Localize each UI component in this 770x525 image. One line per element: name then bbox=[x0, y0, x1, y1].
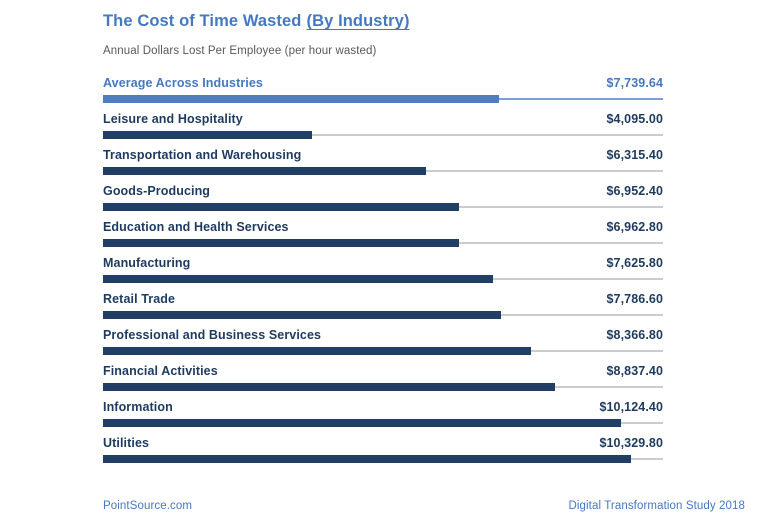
industry-row: Professional and Business Services $8,36… bbox=[103, 328, 663, 364]
industry-row: Utilities $10,329.80 bbox=[103, 436, 663, 472]
industry-row-header: Financial Activities $8,837.40 bbox=[103, 364, 663, 378]
chart-title-main: The Cost of Time Wasted bbox=[103, 12, 302, 30]
bar bbox=[103, 419, 621, 427]
footer-source-link[interactable]: PointSource.com bbox=[103, 500, 193, 512]
industry-label: Utilities bbox=[103, 436, 150, 450]
industry-row: Manufacturing $7,625.80 bbox=[103, 256, 663, 292]
industry-label: Financial Activities bbox=[103, 364, 218, 378]
industry-value: $7,739.64 bbox=[606, 76, 663, 90]
industry-row: Average Across Industries $7,739.64 bbox=[103, 76, 663, 112]
bar-area bbox=[103, 203, 663, 211]
bar-area bbox=[103, 455, 663, 463]
bar-area bbox=[103, 167, 663, 175]
bar bbox=[103, 383, 555, 391]
industry-label: Average Across Industries bbox=[103, 76, 263, 90]
industry-row-header: Utilities $10,329.80 bbox=[103, 436, 663, 450]
footer-study-label: Digital Transformation Study 2018 bbox=[568, 500, 745, 512]
industry-row-header: Goods-Producing $6,952.40 bbox=[103, 184, 663, 198]
bar-track bbox=[103, 134, 663, 136]
bar bbox=[103, 311, 502, 319]
bar-area bbox=[103, 131, 663, 139]
industry-value: $6,952.40 bbox=[606, 184, 663, 198]
industry-label: Education and Health Services bbox=[103, 220, 289, 234]
industry-label: Manufacturing bbox=[103, 256, 191, 270]
industry-row-header: Retail Trade $7,786.60 bbox=[103, 292, 663, 306]
chart-title-by-industry-link[interactable]: (By Industry) bbox=[306, 12, 410, 30]
bar bbox=[103, 167, 426, 175]
industry-value: $8,366.80 bbox=[606, 328, 663, 342]
industry-row: Goods-Producing $6,952.40 bbox=[103, 184, 663, 220]
industry-row: Education and Health Services $6,962.80 bbox=[103, 220, 663, 256]
bar-area bbox=[103, 311, 663, 319]
industry-value: $6,315.40 bbox=[606, 148, 663, 162]
industry-row-header: Information $10,124.40 bbox=[103, 400, 663, 414]
bar bbox=[103, 203, 459, 211]
industry-row-header: Professional and Business Services $8,36… bbox=[103, 328, 663, 342]
bar-area bbox=[103, 275, 663, 283]
bar-chart: Average Across Industries $7,739.64 Leis… bbox=[103, 76, 663, 472]
bar bbox=[103, 239, 460, 247]
industry-label: Information bbox=[103, 400, 173, 414]
industry-value: $10,124.40 bbox=[599, 400, 663, 414]
industry-row: Information $10,124.40 bbox=[103, 400, 663, 436]
bar bbox=[103, 275, 493, 283]
bar-area bbox=[103, 95, 663, 103]
bar-area bbox=[103, 383, 663, 391]
industry-value: $6,962.80 bbox=[606, 220, 663, 234]
industry-label: Leisure and Hospitality bbox=[103, 112, 243, 126]
industry-value: $4,095.00 bbox=[606, 112, 663, 126]
bar bbox=[103, 131, 313, 139]
chart-title: The Cost of Time Wasted (By Industry) bbox=[103, 12, 663, 31]
chart-content: The Cost of Time Wasted (By Industry) Ann… bbox=[103, 12, 663, 472]
industry-row-header: Leisure and Hospitality $4,095.00 bbox=[103, 112, 663, 126]
industry-row-header: Average Across Industries $7,739.64 bbox=[103, 76, 663, 90]
industry-row-header: Transportation and Warehousing $6,315.40 bbox=[103, 148, 663, 162]
chart-subtitle: Annual Dollars Lost Per Employee (per ho… bbox=[103, 45, 377, 57]
bar-area bbox=[103, 419, 663, 427]
bar bbox=[103, 347, 531, 355]
industry-row: Retail Trade $7,786.60 bbox=[103, 292, 663, 328]
industry-value: $7,625.80 bbox=[606, 256, 663, 270]
industry-label: Transportation and Warehousing bbox=[103, 148, 302, 162]
footer: PointSource.com Digital Transformation S… bbox=[103, 500, 745, 512]
industry-value: $8,837.40 bbox=[606, 364, 663, 378]
industry-value: $7,786.60 bbox=[606, 292, 663, 306]
industry-label: Goods-Producing bbox=[103, 184, 211, 198]
bar bbox=[103, 455, 632, 463]
industry-row-header: Manufacturing $7,625.80 bbox=[103, 256, 663, 270]
bar bbox=[103, 95, 499, 103]
industry-label: Retail Trade bbox=[103, 292, 176, 306]
industry-label: Professional and Business Services bbox=[103, 328, 322, 342]
bar-area bbox=[103, 347, 663, 355]
industry-value: $10,329.80 bbox=[599, 436, 663, 450]
industry-row: Financial Activities $8,837.40 bbox=[103, 364, 663, 400]
industry-row-header: Education and Health Services $6,962.80 bbox=[103, 220, 663, 234]
industry-row: Transportation and Warehousing $6,315.40 bbox=[103, 148, 663, 184]
bar-area bbox=[103, 239, 663, 247]
industry-row: Leisure and Hospitality $4,095.00 bbox=[103, 112, 663, 148]
